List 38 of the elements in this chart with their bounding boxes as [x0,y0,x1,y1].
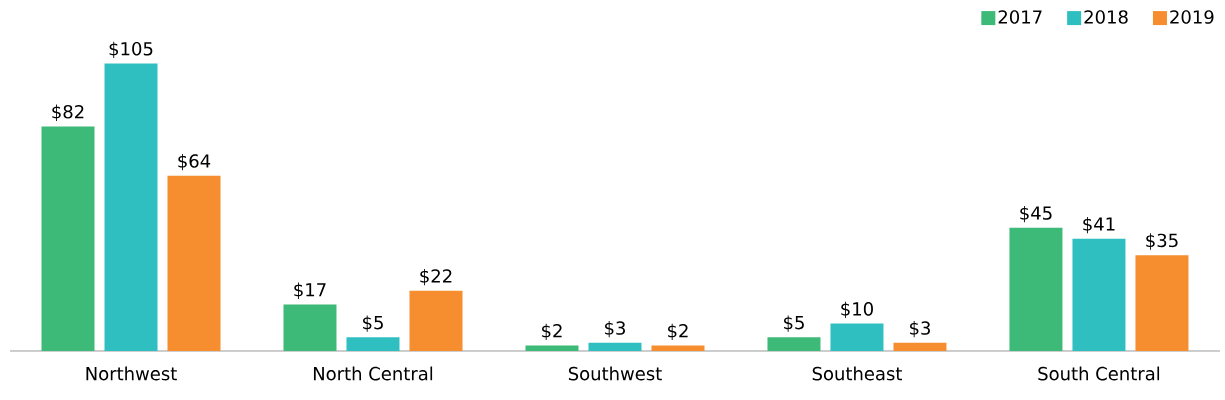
data-label: $105 [109,41,153,58]
data-label: $2 [668,323,688,340]
x-tick-label: North Central [313,366,433,381]
data-label: $2 [542,323,562,340]
bar [283,304,337,351]
data-label: $41 [1083,216,1115,234]
bar [893,342,947,351]
bar [588,342,642,351]
bar [1072,238,1126,351]
legend-label: 2017 [998,10,1042,24]
x-tick-label: South Central [1038,366,1160,381]
data-label: $82 [52,104,84,121]
data-label: $10 [841,301,873,319]
data-label: $45 [1020,205,1052,223]
data-label: $3 [910,320,930,338]
bar [651,345,705,351]
bar [1135,255,1189,351]
x-tick-label: Southwest [568,366,662,381]
data-label: $5 [784,315,804,332]
bar [767,337,821,351]
x-tick-label: Northwest [86,366,177,381]
bar [41,126,95,351]
data-label: $35 [1146,233,1178,250]
bar [346,337,400,351]
bar [1009,227,1063,351]
bar [830,323,884,351]
legend-label: 2019 [1170,10,1214,24]
bar [167,175,221,351]
x-tick-label: Southeast [812,366,902,381]
data-label: $3 [605,320,625,338]
data-label: $5 [363,315,383,332]
data-label: $17 [294,282,326,299]
legend-label: 2018 [1084,10,1128,24]
bar [525,345,579,351]
data-label: $22 [420,268,452,286]
bar [104,63,158,351]
bar [409,290,463,351]
data-label: $64 [178,153,211,171]
